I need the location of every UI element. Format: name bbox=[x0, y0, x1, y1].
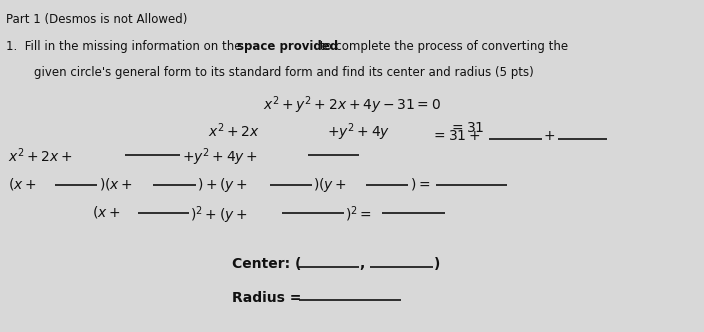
Text: $)^2 + (y +$: $)^2 + (y +$ bbox=[190, 204, 248, 226]
Text: $)^2 =$: $)^2 =$ bbox=[345, 204, 372, 224]
Text: Center: (: Center: ( bbox=[232, 257, 302, 271]
Text: $= 31 +$: $= 31 +$ bbox=[431, 129, 480, 143]
Text: $x^2 + 2x$: $x^2 + 2x$ bbox=[208, 121, 260, 140]
Text: $+ y^2 + 4y +$: $+ y^2 + 4y +$ bbox=[182, 146, 258, 168]
Text: ): ) bbox=[434, 257, 440, 271]
Text: Radius =: Radius = bbox=[232, 290, 306, 304]
Text: $x^2 + 2x +$: $x^2 + 2x +$ bbox=[8, 146, 73, 165]
Text: space provided: space provided bbox=[237, 40, 338, 53]
Text: ,: , bbox=[360, 257, 365, 271]
Text: $) + (y +$: $) + (y +$ bbox=[197, 176, 248, 194]
Text: $x^2 + y^2 + 2x + 4y - 31 = 0$: $x^2 + y^2 + 2x + 4y - 31 = 0$ bbox=[263, 95, 441, 116]
Text: Part 1 (Desmos is not Allowed): Part 1 (Desmos is not Allowed) bbox=[6, 13, 187, 26]
Text: $+ y^2 + 4y$: $+ y^2 + 4y$ bbox=[327, 121, 391, 143]
Text: $(x +$: $(x +$ bbox=[92, 204, 120, 220]
Text: $)(x +$: $)(x +$ bbox=[99, 176, 132, 192]
Text: $(x +$: $(x +$ bbox=[8, 176, 37, 192]
Text: $+$: $+$ bbox=[543, 129, 555, 143]
Text: to complete the process of converting the: to complete the process of converting th… bbox=[316, 40, 568, 53]
Text: $) =$: $) =$ bbox=[410, 176, 430, 192]
Text: $= 31$: $= 31$ bbox=[449, 121, 484, 135]
Text: given circle's general form to its standard form and find its center and radius : given circle's general form to its stand… bbox=[34, 66, 534, 79]
Text: 1.  Fill in the missing information on the: 1. Fill in the missing information on th… bbox=[6, 40, 245, 53]
Text: $)(y +$: $)(y +$ bbox=[313, 176, 347, 194]
